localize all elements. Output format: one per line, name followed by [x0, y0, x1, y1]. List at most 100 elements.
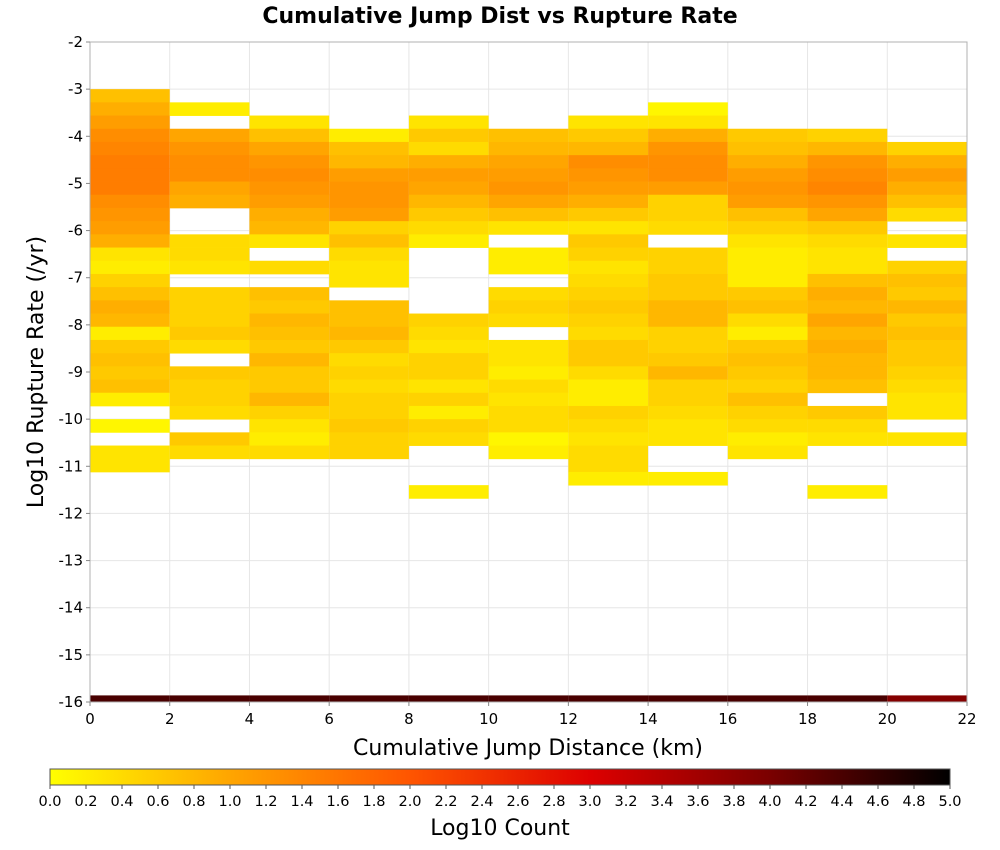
heatmap-cell: [887, 300, 967, 314]
heatmap-cell: [648, 194, 728, 209]
heatmap-cell: [648, 379, 728, 394]
heatmap-cell: [887, 379, 967, 394]
heatmap-cell: [169, 128, 250, 143]
colorbar-tick-label: 4.6: [866, 794, 889, 810]
heatmap-cell: [807, 353, 888, 367]
colorbar-tick-label: 0.2: [74, 794, 97, 810]
heatmap-cell: [329, 194, 409, 209]
heatmap-cell: [488, 207, 569, 222]
heatmap-cell: [807, 485, 888, 499]
y-tick-label: -8: [68, 316, 83, 334]
y-axis-ticks: -16 -15 -14 -13 -12 -11 -10 -9 -8 -7 -6 -5 -4 -3 -2: [59, 33, 90, 711]
heatmap-cell: [408, 194, 489, 209]
heatmap-cell: [169, 326, 250, 341]
heatmap-cell: [408, 339, 489, 354]
heatmap-cell: [727, 260, 808, 275]
heatmap-cell: [169, 247, 250, 262]
colorbar-tick-label: 1.8: [362, 794, 385, 810]
x-tick-label: 4: [245, 710, 255, 728]
heatmap-cell: [90, 419, 170, 433]
heatmap-cell: [488, 287, 569, 301]
heatmap-cell: [90, 194, 170, 209]
heatmap-cell: [568, 260, 649, 275]
heatmap-cell: [727, 379, 808, 394]
heatmap-cell: [249, 339, 330, 354]
heatmap-cell: [329, 234, 409, 248]
colorbar-tick-label: 3.0: [578, 794, 601, 810]
heatmap-cell: [169, 313, 250, 328]
colorbar-tick-label: 4.8: [902, 794, 925, 810]
heatmap-cell: [488, 392, 569, 407]
heatmap-cell: [568, 247, 649, 262]
heatmap-cell: [727, 155, 808, 169]
heatmap-cell: [807, 181, 888, 196]
heatmap-cell: [488, 419, 569, 433]
heatmap-cell: [648, 405, 728, 420]
heatmap-cell: [90, 445, 170, 460]
heatmap-cell: [807, 247, 888, 262]
heatmap-cell: [648, 181, 728, 196]
heatmap-cells: [90, 89, 967, 702]
heatmap-cell: [568, 234, 649, 248]
heatmap-cell: [329, 445, 409, 460]
heatmap-cell: [169, 181, 250, 196]
heatmap-cell: [807, 366, 888, 380]
colorbar-tick-label: 0.8: [182, 794, 205, 810]
heatmap-cell: [329, 366, 409, 380]
y-tick-label: -13: [59, 552, 84, 570]
heatmap-cell: [329, 300, 409, 314]
heatmap-cell: [169, 141, 250, 156]
y-tick-label: -4: [68, 127, 83, 145]
heatmap-cell-bottom: [329, 695, 409, 702]
y-tick-label: -7: [68, 269, 83, 287]
heatmap-cell: [90, 89, 170, 103]
heatmap-cell-bottom: [249, 695, 330, 702]
heatmap-cell: [807, 141, 888, 156]
heatmap-cell: [249, 207, 330, 222]
heatmap-cell: [90, 300, 170, 314]
heatmap-cell: [249, 405, 330, 420]
heatmap-cell: [727, 247, 808, 262]
heatmap-cell: [90, 313, 170, 328]
heatmap-cell: [727, 432, 808, 446]
heatmap-cell-bottom: [568, 695, 649, 702]
heatmap-cell: [329, 353, 409, 367]
heatmap-cell: [648, 168, 728, 182]
heatmap-cell: [568, 155, 649, 169]
heatmap-cell: [249, 379, 330, 394]
heatmap-cell: [568, 207, 649, 222]
heatmap-cell: [887, 194, 967, 209]
heatmap-cell: [648, 102, 728, 116]
heatmap-cell: [727, 366, 808, 380]
heatmap-cell: [488, 366, 569, 380]
heatmap-cell: [488, 128, 569, 143]
y-tick-label: -14: [59, 599, 84, 617]
y-tick-label: -10: [59, 410, 84, 428]
heatmap-cell: [568, 353, 649, 367]
heatmap-cell: [568, 273, 649, 288]
heatmap-cell: [408, 141, 489, 156]
x-tick-label: 6: [324, 710, 334, 728]
heatmap-cell: [648, 471, 728, 486]
heatmap-cell-bottom: [887, 695, 967, 702]
heatmap-cell: [727, 168, 808, 182]
heatmap-cell: [807, 194, 888, 209]
heatmap-cell: [249, 155, 330, 169]
heatmap-cell-bottom: [488, 695, 569, 702]
heatmap-cell: [249, 181, 330, 196]
heatmap-cell: [249, 234, 330, 248]
colorbar-tick-label: 1.2: [254, 794, 277, 810]
heatmap-cell: [90, 141, 170, 156]
y-tick-label: -3: [68, 80, 83, 98]
heatmap-cell: [727, 445, 808, 460]
heatmap-cell: [90, 155, 170, 169]
heatmap-cell: [568, 168, 649, 182]
heatmap-cell: [648, 221, 728, 235]
heatmap-cell: [568, 313, 649, 328]
heatmap-cell: [568, 432, 649, 446]
heatmap-cell: [727, 181, 808, 196]
heatmap-cell: [887, 287, 967, 301]
heatmap-cell: [568, 471, 649, 486]
heatmap-cell: [648, 432, 728, 446]
